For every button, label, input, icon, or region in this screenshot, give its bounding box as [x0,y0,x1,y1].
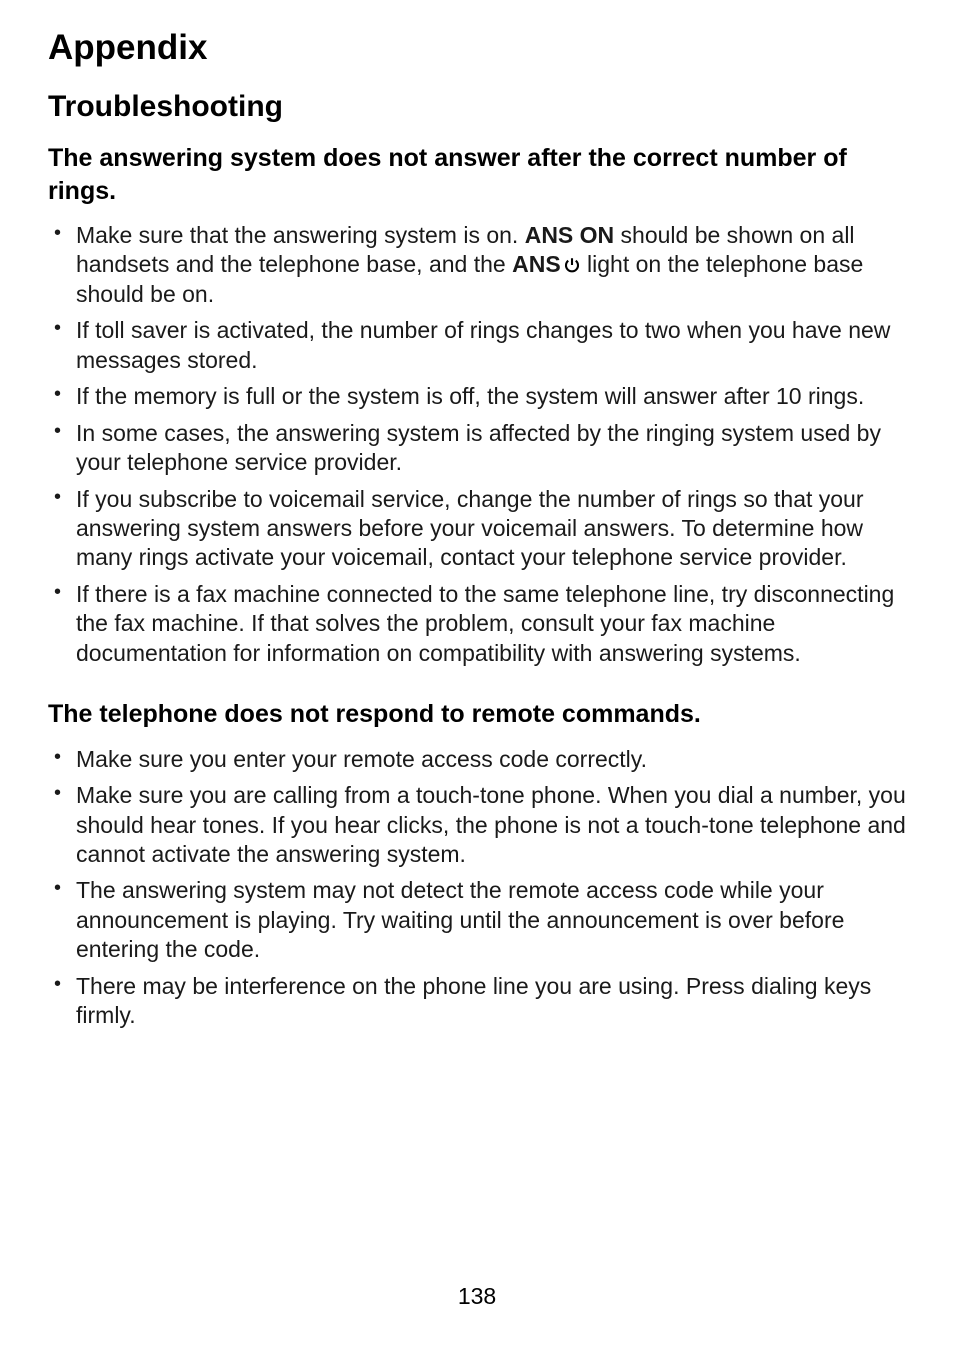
bullet-list: Make sure that the answering system is o… [48,221,906,668]
bold-text: ANS [512,251,561,277]
list-item: Make sure that the answering system is o… [48,221,906,309]
list-item: If the memory is full or the system is o… [48,382,906,411]
list-item: If toll saver is activated, the number o… [48,316,906,375]
list-item: In some cases, the answering system is a… [48,419,906,478]
body-text: In some cases, the answering system is a… [76,420,881,475]
list-item: The answering system may not detect the … [48,876,906,964]
body-text: Make sure that the answering system is o… [76,222,525,248]
section-title: Troubleshooting [48,90,906,124]
subsection-heading: The telephone does not respond to remote… [48,698,906,731]
body-text: Make sure you enter your remote access c… [76,746,647,772]
body-text: If you subscribe to voicemail service, c… [76,486,864,571]
body-text: Make sure you are calling from a touch-t… [76,782,906,867]
list-item: If there is a fax machine connected to t… [48,580,906,668]
page-number: 138 [0,1283,954,1310]
content-area: The answering system does not answer aft… [48,142,906,1031]
list-item: There may be interference on the phone l… [48,972,906,1031]
body-text: The answering system may not detect the … [76,877,844,962]
list-item: Make sure you enter your remote access c… [48,745,906,774]
bold-text: ANS ON [525,222,614,248]
list-item: Make sure you are calling from a touch-t… [48,781,906,869]
bullet-list: Make sure you enter your remote access c… [48,745,906,1031]
body-text: There may be interference on the phone l… [76,973,871,1028]
power-icon [563,256,581,274]
subsection-heading: The answering system does not answer aft… [48,142,906,207]
body-text: If the memory is full or the system is o… [76,383,864,409]
page-title: Appendix [48,28,906,68]
body-text: If there is a fax machine connected to t… [76,581,894,666]
body-text: If toll saver is activated, the number o… [76,317,890,372]
list-item: If you subscribe to voicemail service, c… [48,485,906,573]
